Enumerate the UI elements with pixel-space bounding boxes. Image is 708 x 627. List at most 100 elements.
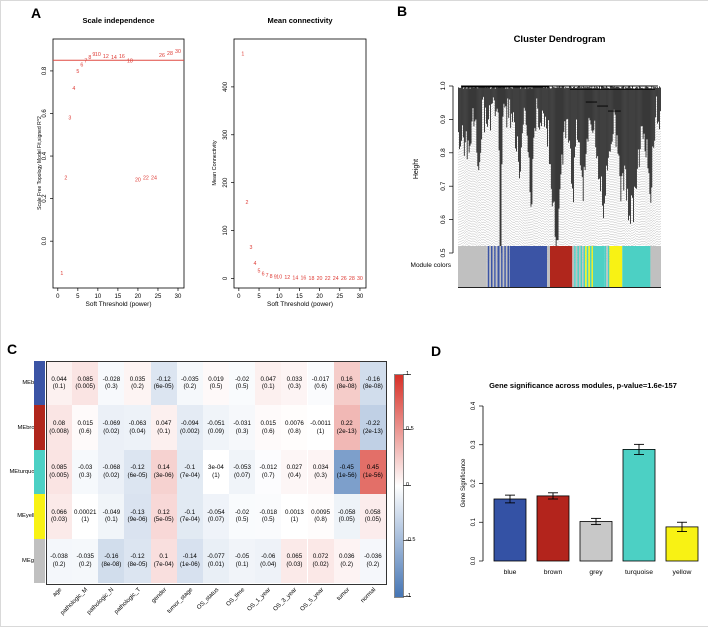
module-color-strip [34,538,45,583]
module-color-strip [34,405,45,450]
power-point-label: 9 [92,52,95,58]
heatmap-cell: -0.06 (0.04) [255,538,282,583]
x-tick-label: 30 [357,294,364,300]
mean-connectivity-xlabel: Soft Threshold (power) [267,301,333,308]
module-bar-segment [509,246,548,287]
y-tick-label: 0.4 [42,151,48,160]
gs-bar [622,449,656,562]
heatmap-cell: 0.1 (7e-04) [150,538,177,583]
gs-bar [665,526,699,562]
x-tick-label: 20 [135,294,142,300]
gs-tick-label: 0.4 [471,401,477,410]
heatmap-cell: -0.45 (1e-56) [333,449,360,495]
x-tick-label: 15 [296,294,303,300]
gs-bar [493,498,527,562]
colorbar-tick-label: 1 [406,370,410,377]
power-point-label: 6 [262,272,265,278]
heatmap-cell: 0.033 (0.3) [281,361,308,406]
heatmap-row-label: MEgrey [22,557,42,564]
power-point-label: 12 [103,54,109,60]
heatmap-cell: -0.14 (1e-06) [176,538,203,583]
dendrogram-title: Cluster Dendrogram [513,34,606,45]
heatmap-cell: -0.036 (0.2) [359,538,386,583]
power-point-label: 4 [254,261,257,267]
heatmap-cell: 0.08 (0.008) [46,405,73,450]
colorbar-tick-label: -1 [406,592,411,599]
heatmap-cell: -0.16 (8e-08) [359,361,386,406]
heatmap-cell: -0.038 (0.2) [46,538,73,583]
gs-category-label: yellow [673,569,692,576]
heatmap-cell: 0.047 (0.1) [255,361,282,406]
heatmap-cell: -0.018 (0.5) [255,494,282,539]
power-point-label: 14 [111,55,117,61]
module-bar-segment [592,246,605,287]
module-bar-segment [547,246,550,287]
y-tick-label: 300 [223,129,229,140]
gs-category-label: blue [504,569,517,576]
power-point-label: 1 [241,51,244,57]
x-tick-label: 10 [95,294,102,300]
power-point-label: 16 [119,54,125,60]
module-bar-segment [609,246,623,287]
module-bar-segment [572,246,575,287]
gs-tick-label: 0.3 [471,440,477,449]
colorbar-tick [403,373,411,375]
heatmap-cell: 0.22 (2e-13) [333,405,360,450]
gene-significance-title: Gene significance across modules, p-valu… [489,381,677,390]
power-point-label: 5 [258,268,261,274]
heatmap-cell: 0.072 (0.02) [307,538,334,583]
gene-significance-ylabel: Gene Significance [461,458,467,508]
power-point-label: 22 [325,276,331,282]
mean-connectivity-ylabel: Mean Connectivity [212,140,218,186]
power-point-label: 8 [88,55,91,61]
heatmap-cell: 0.45 (1e-56) [359,449,386,495]
y-tick-label: 0.8 [42,66,48,75]
module-color-strip [34,494,45,539]
heatmap-row-label: MEyellow [17,513,42,520]
colorbar-tick [403,540,411,541]
power-point-label: 8 [270,274,273,280]
power-point-label: 24 [333,276,339,282]
heatmap-cell: -0.053 (0.07) [229,449,256,495]
power-point-label: 16 [300,276,306,282]
x-tick-label: 30 [175,294,182,300]
module-color-strip [34,361,45,406]
power-point-label: 3 [249,245,252,251]
heatmap-cell: 0.065 (0.03) [281,538,308,583]
power-point-label: 20 [135,177,141,183]
y-tick-label: 400 [223,81,229,92]
module-trait-heatmap: MEblue 0.044 (0.1) 0.085 (0.005) -0.028 (0.3) 0… [9,353,415,626]
colorbar-tick [403,429,411,430]
gs-category-label: turquoise [625,569,653,576]
heatmap-cell: -0.22 (2e-13) [359,405,386,450]
heatmap-cell: 0.015 (0.6) [255,405,282,450]
gene-significance-barchart: 0.0 0.1 0.2 0.3 0.4 blue brown grey turquoise yel… [471,401,699,576]
y-tick-label: 0.2 [42,194,48,203]
heatmap-cell: 0.034 (0.3) [307,449,334,495]
heatmap-cell: 0.00021 (1) [72,494,99,539]
heatmap-row-label: MEblue [22,380,42,387]
colorbar-tick [403,595,411,597]
scale-independence-xlabel: Soft Threshold (power) [85,301,152,308]
heatmap-cell: -0.069 (0.02) [98,405,125,450]
heatmap-cell: 0.0095 (0.8) [307,494,334,539]
panel-d-label: D [431,343,442,359]
heatmap-cell: 0.12 (5e-05) [150,494,177,539]
heatmap-cell: 0.14 (3e-06) [150,449,177,495]
mean-connectivity-title: Mean connectivity [267,16,333,25]
x-tick-label: 10 [276,294,283,300]
module-color-strip [34,449,45,495]
x-tick-label: 20 [316,294,323,300]
y-tick-label: 0.6 [42,109,48,118]
heatmap-cell: -0.058 (0.05) [333,494,360,539]
heatmap-column-label: normal [359,587,378,605]
heatmap-cell: -0.1 (7e-04) [176,449,203,495]
panel-c-label: C [7,341,18,357]
heatmap-cell: -0.012 (0.7) [255,449,282,495]
height-tick-label: 0.7 [440,181,447,190]
gs-category-label: brown [544,569,563,576]
panel-a-label: A [31,5,42,21]
